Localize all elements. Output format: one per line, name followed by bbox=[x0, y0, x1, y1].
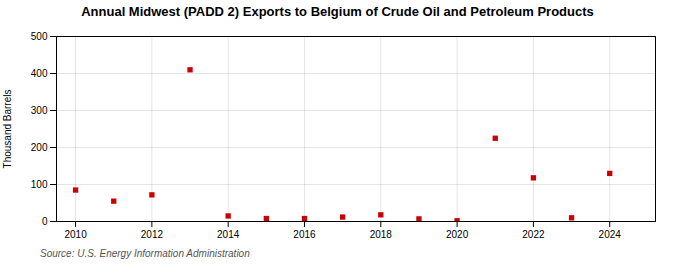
svg-text:400: 400 bbox=[31, 68, 48, 79]
svg-text:100: 100 bbox=[31, 179, 48, 190]
svg-text:300: 300 bbox=[31, 105, 48, 116]
svg-text:2012: 2012 bbox=[141, 229, 164, 240]
svg-text:2010: 2010 bbox=[64, 229, 87, 240]
html-text:Source: U.S. Energy Informatio: Source: U.S. Energy Information Administ… bbox=[40, 248, 250, 259]
svg-text:500: 500 bbox=[31, 31, 48, 42]
svg-text:200: 200 bbox=[31, 142, 48, 153]
html-text:Annual Midwest (PADD 2) Export: Annual Midwest (PADD 2) Exports to Belgi… bbox=[81, 4, 594, 19]
svg-text:2014: 2014 bbox=[217, 229, 240, 240]
svg-text:2016: 2016 bbox=[293, 229, 316, 240]
svg-text:2024: 2024 bbox=[599, 229, 622, 240]
svg-text:2022: 2022 bbox=[522, 229, 545, 240]
svg-text:Thousand Barrels: Thousand Barrels bbox=[2, 90, 13, 169]
svg-text:2018: 2018 bbox=[370, 229, 393, 240]
svg-text:0: 0 bbox=[42, 216, 48, 227]
svg-text:2020: 2020 bbox=[446, 229, 469, 240]
